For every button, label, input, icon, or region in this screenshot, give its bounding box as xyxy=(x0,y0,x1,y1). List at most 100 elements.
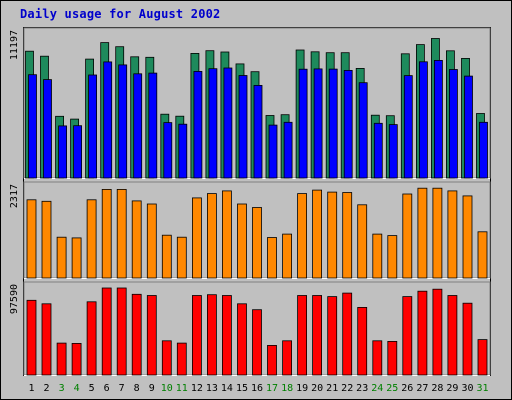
bar-panel2-s1-day-26 xyxy=(402,193,413,279)
bar-panel2-s1-day-16 xyxy=(252,207,262,279)
bar-panel1-s2-day-10 xyxy=(163,122,173,179)
bar-panel1-s2-day-30 xyxy=(464,75,473,179)
bar-panel1-s2-day-15 xyxy=(238,75,248,179)
bar-panel2-s1-day-27 xyxy=(417,187,428,279)
bar-panel3-s1-day-18 xyxy=(282,340,293,376)
x-tick-label-day-17: 17 xyxy=(266,383,278,394)
bar-panel3-s1-day-16 xyxy=(252,309,262,376)
bar-panel3-s1-day-11 xyxy=(176,342,187,376)
bar-panel3-s1-day-7 xyxy=(116,287,127,376)
bar-panel1-s2-day-21 xyxy=(328,68,338,179)
bar-panel2-s1-day-8 xyxy=(131,200,142,279)
x-tick-label-day-3: 3 xyxy=(59,383,65,394)
bar-panel2-s1-day-10 xyxy=(161,234,172,279)
bar-panel1-s2-day-8 xyxy=(133,73,143,179)
bar-panel3-s1-day-27 xyxy=(417,290,428,376)
bar-panel1-s2-day-3 xyxy=(58,125,67,179)
x-tick-label-day-15: 15 xyxy=(236,383,248,394)
x-tick-label-day-1: 1 xyxy=(28,383,34,394)
x-tick-label-day-22: 22 xyxy=(341,383,353,394)
bar-panel3-s1-day-10 xyxy=(161,340,172,376)
bar-panel2-s1-day-15 xyxy=(237,203,247,279)
bar-panel3-s1-day-21 xyxy=(327,296,338,376)
bar-panel1-s2-day-28 xyxy=(433,60,443,179)
x-tick-label-day-23: 23 xyxy=(356,383,368,394)
bar-panel3-s1-day-19 xyxy=(297,295,308,376)
bar-panel3-s1-day-17 xyxy=(267,344,277,376)
bar-panel2-s1-day-4 xyxy=(71,237,82,279)
bar-panel1-s2-day-5 xyxy=(88,74,97,179)
x-tick-label-day-13: 13 xyxy=(206,383,218,394)
bar-panel2-s1-day-18 xyxy=(282,233,293,279)
bar-panel3-s1-day-24 xyxy=(372,340,383,376)
bar-panel3-s1-day-5 xyxy=(86,301,97,376)
bar-panel3-s1-day-25 xyxy=(387,340,398,376)
bar-panel2-s1-day-28 xyxy=(432,187,443,279)
bar-panel1-s2-day-7 xyxy=(118,64,128,179)
x-tick-label-day-4: 4 xyxy=(74,383,80,394)
bar-panel3-s1-day-15 xyxy=(237,303,247,376)
bar-panel1-s2-day-23 xyxy=(358,82,368,179)
x-tick-label-day-8: 8 xyxy=(134,383,140,394)
x-tick-label-day-14: 14 xyxy=(221,383,233,394)
bar-panel3-s1-day-23 xyxy=(357,306,368,376)
bar-panel1-s2-day-31 xyxy=(479,121,488,179)
bar-panel2-s1-day-2 xyxy=(41,200,52,279)
bar-panel1-s2-day-14 xyxy=(223,67,233,179)
x-tick-label-day-2: 2 xyxy=(43,383,49,394)
x-tick-label-day-19: 19 xyxy=(296,383,308,394)
bar-panel2-s1-day-17 xyxy=(267,237,277,279)
bar-panel1-s2-day-2 xyxy=(43,79,52,179)
bar-panel3-s1-day-28 xyxy=(432,288,443,376)
bar-panel2-s1-day-6 xyxy=(101,188,112,279)
x-tick-label-day-6: 6 xyxy=(104,383,110,394)
bar-panel1-s2-day-9 xyxy=(148,72,158,179)
x-tick-label-day-11: 11 xyxy=(176,383,188,394)
bar-panel2-s1-day-12 xyxy=(191,197,202,279)
bar-panel2-s1-day-21 xyxy=(327,191,338,279)
panel-2-max-label: 2317 xyxy=(9,184,20,208)
bar-panel2-s1-day-3 xyxy=(56,236,67,279)
bar-panel1-s2-day-16 xyxy=(253,85,263,179)
bar-panel1-s2-day-22 xyxy=(343,70,353,179)
bar-panel1-s2-day-27 xyxy=(418,61,428,179)
bar-panel1-s2-day-13 xyxy=(208,68,218,179)
bar-panel3-s1-day-6 xyxy=(101,287,112,376)
x-tick-label-day-10: 10 xyxy=(161,383,173,394)
bar-panel2-s1-day-14 xyxy=(221,190,232,279)
bar-panel3-s1-day-3 xyxy=(56,342,67,376)
bar-panel2-s1-day-7 xyxy=(116,188,127,279)
bar-panel2-s1-day-24 xyxy=(372,233,383,279)
x-tick-label-day-25: 25 xyxy=(386,383,398,394)
bar-panel2-s1-day-13 xyxy=(206,193,217,279)
bar-panel3-s1-day-31 xyxy=(477,339,488,376)
bar-panel1-s2-day-6 xyxy=(103,61,113,179)
bar-panel3-s1-day-4 xyxy=(71,342,82,376)
bar-panel3-s1-day-9 xyxy=(146,295,157,376)
chart-title: Daily usage for August 2002 xyxy=(20,7,221,21)
x-tick-label-day-24: 24 xyxy=(371,383,383,394)
bar-panel3-s1-day-8 xyxy=(131,293,142,376)
x-tick-label-day-12: 12 xyxy=(191,383,203,394)
x-tick-label-day-5: 5 xyxy=(89,383,95,394)
bar-panel1-s2-day-17 xyxy=(268,124,278,179)
bar-panel3-s1-day-2 xyxy=(41,303,52,376)
bar-panel3-s1-day-30 xyxy=(462,302,473,376)
bar-panel2-s1-day-11 xyxy=(176,236,187,279)
bar-panel1-s2-day-19 xyxy=(298,68,308,179)
bar-panel1-s2-day-12 xyxy=(193,71,203,179)
x-tick-label-day-20: 20 xyxy=(311,383,323,394)
bar-panel2-s1-day-20 xyxy=(312,189,323,279)
bar-panel2-s1-day-5 xyxy=(86,199,97,279)
x-tick-label-day-30: 30 xyxy=(461,383,473,394)
x-tick-label-day-16: 16 xyxy=(251,383,263,394)
bar-panel1-s2-day-20 xyxy=(313,68,323,179)
bar-panel1-s2-day-18 xyxy=(283,121,293,179)
bar-panel1-s2-day-11 xyxy=(178,123,188,179)
x-tick-label-day-27: 27 xyxy=(416,383,428,394)
x-tick-label-day-29: 29 xyxy=(446,383,458,394)
x-tick-label-day-28: 28 xyxy=(431,383,443,394)
x-tick-label-day-21: 21 xyxy=(326,383,338,394)
bar-panel1-s2-day-26 xyxy=(403,75,413,179)
